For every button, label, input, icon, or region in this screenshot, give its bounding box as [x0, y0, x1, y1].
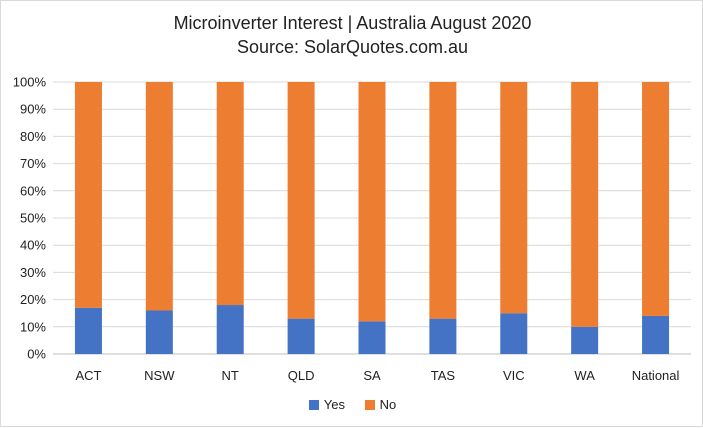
x-tick-label: National — [632, 368, 680, 383]
x-tick-label: QLD — [288, 368, 315, 383]
x-tick-label: TAS — [431, 368, 456, 383]
y-tick-label: 100% — [13, 75, 47, 90]
bar-yes-wa — [571, 326, 599, 354]
bar-no-nt — [216, 82, 244, 306]
bar-yes-tas — [429, 318, 457, 354]
legend: Yes No — [1, 397, 703, 413]
y-tick-label: 90% — [20, 102, 46, 117]
x-tick-label: ACT — [75, 368, 101, 383]
bar-no-nsw — [145, 82, 173, 311]
legend-label-yes: Yes — [323, 397, 345, 412]
bar-yes-nsw — [145, 310, 173, 354]
bar-yes-national — [642, 315, 670, 354]
legend-swatch-yes — [308, 399, 319, 410]
bars — [74, 82, 670, 354]
bar-yes-sa — [358, 321, 386, 354]
x-tick-label: SA — [363, 368, 381, 383]
bar-yes-act — [74, 307, 102, 354]
bar-yes-nt — [216, 305, 244, 354]
y-tick-label: 80% — [20, 129, 46, 144]
bar-yes-qld — [287, 318, 315, 354]
legend-item-yes: Yes — [308, 397, 345, 412]
y-tick-label: 0% — [27, 347, 46, 362]
bar-yes-vic — [500, 313, 528, 354]
y-tick-label: 10% — [20, 319, 46, 334]
x-tick-labels: ACT NSW NT QLD SA TAS VIC WA National — [75, 368, 679, 383]
y-tick-label: 40% — [20, 238, 46, 253]
y-tick-labels: 0% 10% 20% 30% 40% 50% 60% 70% 80% 90% 100% — [13, 75, 47, 362]
legend-swatch-no — [364, 399, 375, 410]
y-tick-label: 60% — [20, 183, 46, 198]
chart-subtitle: Source: SolarQuotes.com.au — [236, 37, 469, 57]
legend-label-no: No — [379, 397, 397, 412]
bar-no-wa — [571, 82, 599, 327]
bar-no-qld — [287, 82, 315, 319]
y-tick-label: 70% — [20, 156, 46, 171]
y-tick-label: 50% — [20, 211, 46, 226]
x-tick-label: VIC — [503, 368, 525, 383]
bar-no-act — [74, 82, 102, 308]
y-tick-label: 30% — [20, 265, 46, 280]
bar-no-sa — [358, 82, 386, 322]
chart-title: Microinverter Interest | Australia Augus… — [173, 13, 532, 33]
y-tick-label: 20% — [20, 292, 46, 307]
bar-no-national — [642, 82, 670, 316]
x-tick-label: WA — [574, 368, 595, 383]
legend-item-no: No — [364, 397, 397, 412]
bar-no-tas — [429, 82, 457, 319]
x-tick-label: NSW — [144, 368, 175, 383]
x-tick-label: NT — [222, 368, 239, 383]
bar-no-vic — [500, 82, 528, 314]
